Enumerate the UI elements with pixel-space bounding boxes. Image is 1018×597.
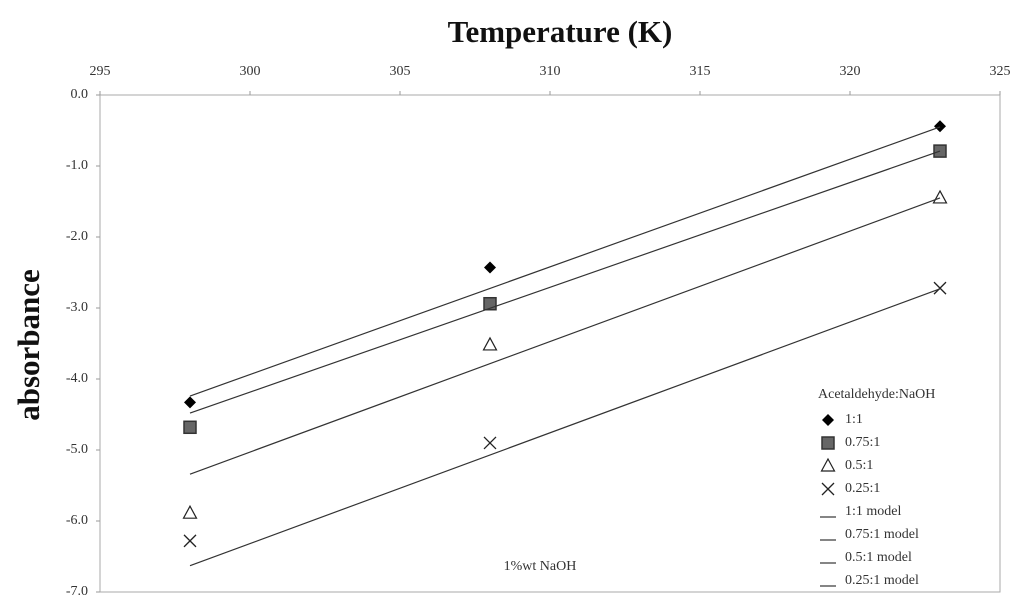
- legend-marker: [820, 457, 836, 472]
- x-tick-label: 315: [690, 64, 711, 79]
- x-tick-label: 305: [390, 64, 411, 79]
- data-point: [183, 420, 197, 435]
- y-tick-label: -4.0: [66, 371, 88, 386]
- legend-label: 0.25:1: [845, 481, 880, 496]
- data-point: [932, 189, 948, 204]
- x-axis-title: Temperature (K): [448, 14, 673, 49]
- legend-label: 1:1 model: [845, 504, 901, 519]
- legend-label: 0.75:1: [845, 435, 880, 450]
- model-line: [189, 288, 941, 567]
- y-tick-label: -5.0: [66, 442, 88, 457]
- legend-label: 0.75:1 model: [845, 527, 919, 542]
- x-tick-label: 310: [540, 64, 561, 79]
- y-tick-label: -1.0: [66, 158, 88, 173]
- annotation: 1%wt NaOH: [504, 559, 577, 574]
- data-point: [182, 504, 198, 519]
- legend-label: 0.5:1: [845, 458, 873, 473]
- data-point: [934, 120, 946, 133]
- data-point: [183, 534, 197, 548]
- y-tick-label: 0.0: [71, 87, 89, 102]
- legend-label: 0.25:1 model: [845, 573, 919, 588]
- legend-label: 0.5:1 model: [845, 550, 912, 565]
- legend-label: 1:1: [845, 412, 863, 427]
- y-tick-label: -3.0: [66, 300, 88, 315]
- x-tick-label: 295: [90, 64, 111, 79]
- data-point: [484, 261, 496, 274]
- y-tick-label: -7.0: [66, 584, 88, 597]
- legend-marker: [822, 414, 834, 426]
- data-point: [933, 281, 947, 295]
- x-tick-label: 320: [840, 64, 861, 79]
- model-line: [189, 197, 941, 475]
- data-point: [184, 396, 196, 409]
- legend-marker: [821, 436, 835, 450]
- legend-marker: [821, 482, 835, 496]
- y-tick-label: -6.0: [66, 513, 88, 528]
- x-tick-label: 300: [240, 64, 261, 79]
- y-axis-title: absorbance: [11, 269, 46, 421]
- legend-title: Acetaldehyde:NaOH: [818, 387, 935, 402]
- data-point: [482, 336, 498, 351]
- data-point: [483, 436, 497, 450]
- y-tick-label: -2.0: [66, 229, 88, 244]
- x-tick-label: 325: [990, 64, 1011, 79]
- model-line: [189, 126, 941, 397]
- model-line: [189, 150, 941, 414]
